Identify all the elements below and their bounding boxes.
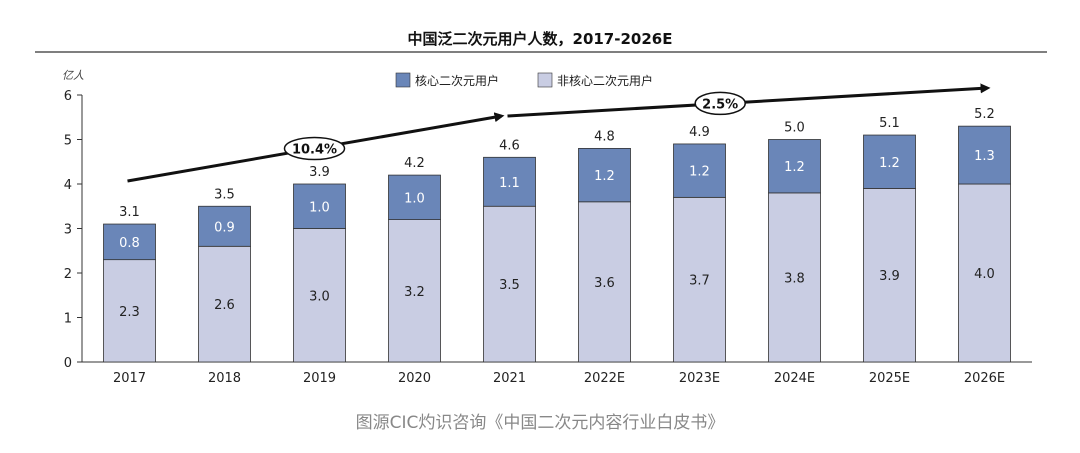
data-label-noncore: 2.6 [214,298,235,313]
bars: 2.3 0.8 3.1 2017 2.6 0.9 3.5 2018 3.0 1.0 3.9 2019 3… [103,107,1011,386]
bar-core [483,156,536,207]
bar-noncore [958,183,1011,363]
cagr-label: 2.5% [702,97,738,112]
x-tick-label: 2018 [208,371,241,386]
data-label-total: 3.9 [309,165,330,180]
data-label-core: 1.2 [879,156,900,171]
y-axis-label: 亿人 [62,69,84,82]
data-label-total: 4.8 [594,129,615,144]
chart-title: 中国泛二次元用户人数，2017-2026E [408,30,673,48]
growth-annotations: 10.4% 2.5% [127,83,991,183]
x-tick-label: 2026E [964,371,1005,386]
data-label-core: 0.8 [119,236,140,251]
growth-arrow-2 [507,83,991,118]
data-label-core: 0.9 [214,220,235,235]
x-tick-label: 2024E [774,371,815,386]
legend: 核心二次元用户 非核心二次元用户 [395,72,653,88]
bar-core [768,139,821,194]
bar-core [198,205,251,247]
y-tick-label: 1 [64,312,72,327]
y-tick-label: 6 [64,89,72,104]
data-label-core: 1.3 [974,149,995,164]
bar-noncore [578,201,631,363]
cagr-oval [283,136,346,161]
data-label-total: 3.5 [214,187,235,202]
x-tick-label: 2025E [869,371,910,386]
x-tick-label: 2023E [679,371,720,386]
data-label-noncore: 4.0 [974,267,995,282]
data-label-noncore: 3.6 [594,276,615,291]
data-label-noncore: 3.0 [309,289,330,304]
data-label-noncore: 3.7 [689,274,710,289]
cagr-oval [694,91,746,116]
data-label-core: 1.0 [309,200,330,215]
data-label-core: 1.0 [404,191,425,206]
x-tick-label: 2020 [398,371,431,386]
legend-swatch-noncore [537,72,553,88]
cagr-label: 10.4% [292,143,337,158]
y-tick-label: 0 [64,356,72,371]
data-label-noncore: 3.2 [404,285,425,300]
y-tick-label: 3 [64,223,72,238]
bar-core [673,143,726,198]
x-tick-label: 2017 [113,371,146,386]
x-tick-label: 2019 [303,371,336,386]
y-tick-label: 5 [64,134,72,149]
y-tick-label: 4 [64,178,72,193]
legend-swatch-core [395,72,411,88]
bar-core [388,174,441,221]
data-label-noncore: 3.5 [499,278,520,293]
data-label-total: 4.6 [499,138,520,153]
data-label-total: 3.1 [119,205,140,220]
bar-noncore [388,219,441,363]
data-label-core: 1.2 [594,169,615,184]
data-label-total: 5.2 [974,107,995,122]
x-tick-label: 2021 [493,371,526,386]
data-label-noncore: 3.9 [879,269,900,284]
data-label-core: 1.1 [499,176,520,191]
data-label-noncore: 2.3 [119,305,140,320]
data-label-noncore: 3.8 [784,271,805,286]
data-label-total: 5.1 [879,116,900,131]
x-tick-label: 2022E [584,371,625,386]
bar-core [578,147,631,203]
chart: 中国泛二次元用户人数，2017-2026E 亿人 核心二次元用户 非核心二次元用… [35,30,1047,386]
bar-core [103,223,156,261]
data-label-core: 1.2 [784,160,805,175]
legend-label-core: 核心二次元用户 [415,73,499,88]
bar-core [863,134,916,189]
bar-core [293,183,346,229]
bar-noncore [103,259,156,363]
bar-noncore [483,205,536,363]
bar-noncore [863,188,916,363]
data-label-total: 5.0 [784,121,805,136]
y-tick-label: 2 [64,267,72,282]
legend-label-noncore: 非核心二次元用户 [557,73,653,88]
bar-noncore [198,245,251,363]
data-label-total: 4.2 [404,156,425,171]
data-label-core: 1.2 [689,165,710,180]
bar-core [958,125,1011,185]
image-caption: 图源CIC灼识咨询《中国二次元内容行业白皮书》 [355,413,725,433]
data-label-total: 4.9 [689,125,710,140]
